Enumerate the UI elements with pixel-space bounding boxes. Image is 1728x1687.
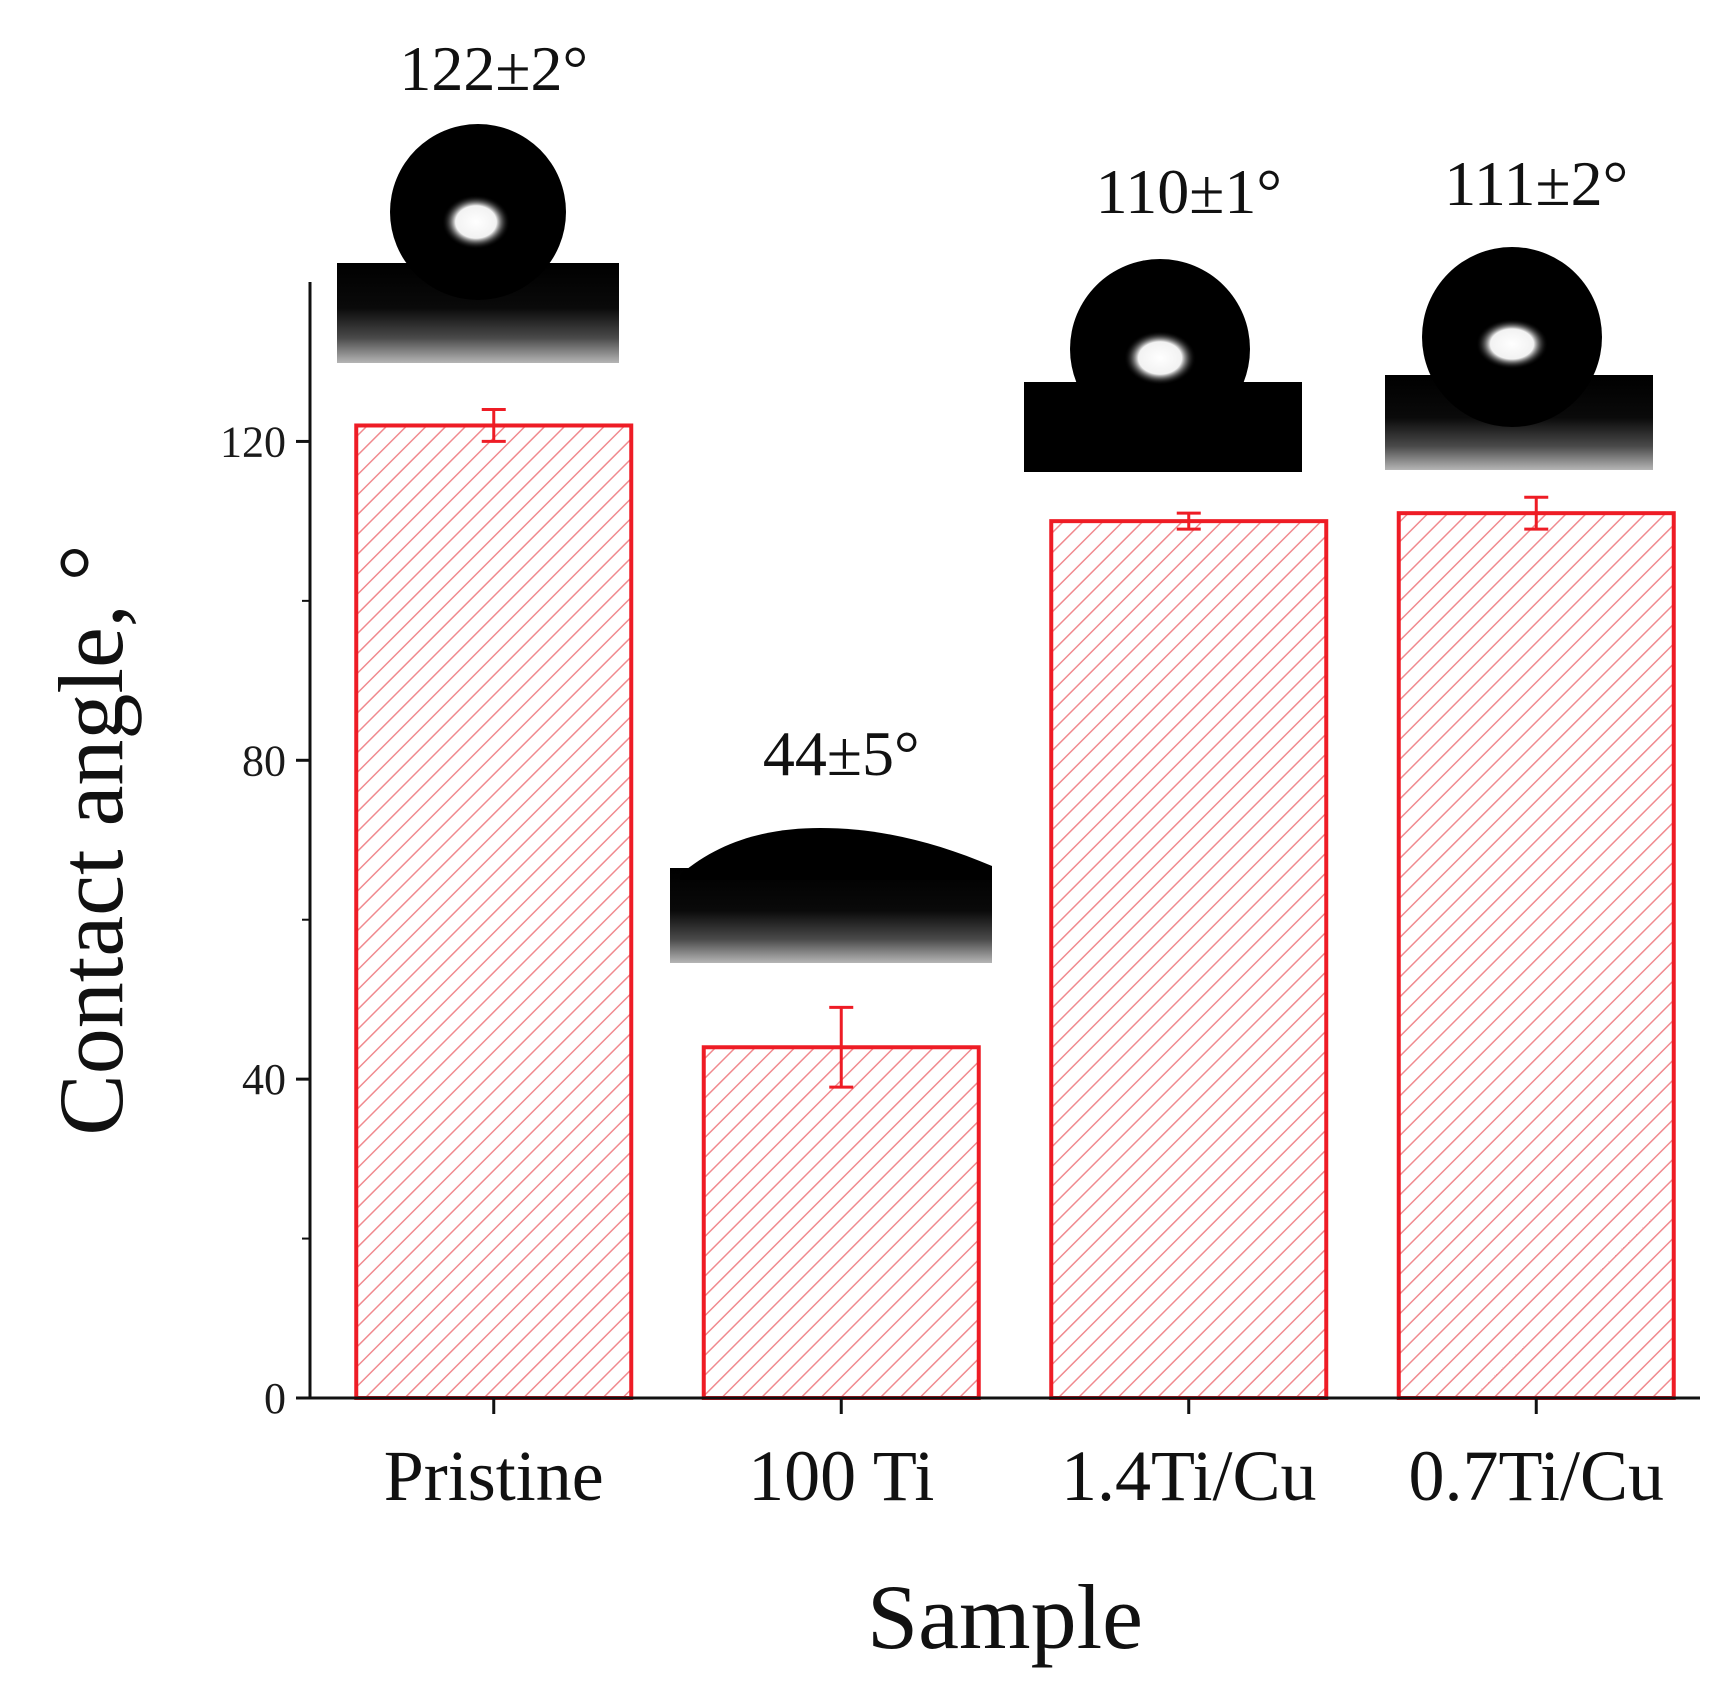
bar-2 xyxy=(1049,519,1329,1400)
value-annotation-1: 44±5° xyxy=(763,718,920,789)
y-tick-label: 80 xyxy=(242,736,286,785)
x-tick-label-2: 1.4Ti/Cu xyxy=(1061,1436,1316,1516)
value-annotations-layer: 122±2° 44±5° 110±1° 111±2° xyxy=(399,33,1628,789)
error-bars-layer xyxy=(481,408,1549,1089)
y-ticks: 0 40 80 120 xyxy=(220,417,310,1423)
y-tick-label: 0 xyxy=(264,1374,286,1423)
x-tick-label-1: 100 Ti xyxy=(748,1436,934,1516)
axes: 0 40 80 120 Pristine 100 Ti 1.4Ti/Cu 0.7Ti/Cu xyxy=(220,282,1700,1516)
y-tick-label: 40 xyxy=(242,1055,286,1104)
value-annotation-3: 111±2° xyxy=(1444,148,1628,219)
y-axis-title: Contact angle, ° xyxy=(40,544,142,1135)
droplet-photo-0-7ticu xyxy=(1385,247,1653,470)
y-tick-label: 120 xyxy=(220,417,286,466)
bars-layer xyxy=(354,423,1676,1401)
bar-1 xyxy=(701,1045,981,1401)
value-annotation-0: 122±2° xyxy=(399,33,588,104)
x-tick-label-3: 0.7Ti/Cu xyxy=(1409,1436,1664,1516)
value-annotation-2: 110±1° xyxy=(1096,156,1282,227)
droplet-photo-pristine xyxy=(337,124,619,363)
x-tick-label-0: Pristine xyxy=(384,1436,604,1516)
x-axis-title: Sample xyxy=(867,1566,1143,1668)
droplet-photo-100ti xyxy=(670,828,992,963)
bar-0 xyxy=(354,423,634,1400)
droplet-photo-1-4ticu xyxy=(1024,259,1302,472)
droplet-insets xyxy=(337,124,1653,963)
bar-3 xyxy=(1396,511,1676,1400)
x-ticks: Pristine 100 Ti 1.4Ti/Cu 0.7Ti/Cu xyxy=(384,1398,1664,1516)
